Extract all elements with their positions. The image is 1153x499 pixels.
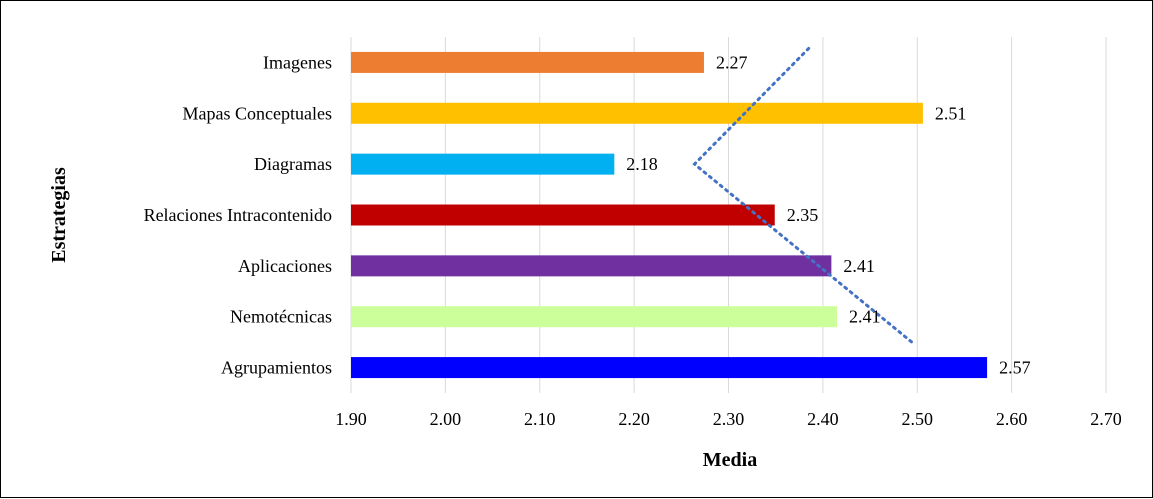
bar <box>351 153 615 175</box>
value-labels: 2.27 2.51 2.18 2.35 2.41 2.41 2.57 <box>626 52 1030 377</box>
category-labels: Imagenes Mapas Conceptuales Diagramas Relac… <box>144 52 332 377</box>
category-label: Mapas Conceptuales <box>183 103 332 123</box>
data-label: 2.57 <box>999 358 1031 378</box>
bar <box>351 51 704 73</box>
data-label: 2.27 <box>716 52 748 72</box>
x-tick-label: 2.20 <box>618 409 650 429</box>
x-axis-title: Media <box>703 449 757 471</box>
x-tick-label: 2.30 <box>713 409 745 429</box>
trendline <box>692 46 914 345</box>
x-tick-label: 2.10 <box>524 409 556 429</box>
data-label: 2.18 <box>626 154 658 174</box>
x-tick-label: 2.60 <box>996 409 1028 429</box>
data-label: 2.41 <box>843 256 875 276</box>
bar <box>351 357 988 379</box>
x-tick-label: 2.70 <box>1090 409 1122 429</box>
bar <box>351 255 832 277</box>
bar <box>351 102 923 124</box>
category-label: Nemotécnicas <box>230 307 332 327</box>
category-label: Agrupamientos <box>221 358 332 378</box>
y-axis-title: Estrategias <box>48 167 70 263</box>
bar <box>351 306 838 328</box>
data-label: 2.51 <box>935 103 967 123</box>
category-label: Imagenes <box>263 52 332 72</box>
x-tick-labels: 1.90 2.00 2.10 2.20 2.30 2.40 2.50 2.60 2.70 <box>335 409 1122 429</box>
category-label: Diagramas <box>254 154 332 174</box>
category-label: Relaciones Intracontenido <box>144 205 332 225</box>
x-tick-label: 1.90 <box>335 409 367 429</box>
x-tick-label: 2.00 <box>430 409 462 429</box>
bar <box>351 204 775 226</box>
x-tick-label: 2.40 <box>807 409 839 429</box>
data-label: 2.41 <box>849 307 881 327</box>
bars <box>351 51 988 379</box>
x-tick-label: 2.50 <box>902 409 934 429</box>
trendline-path <box>692 46 914 345</box>
data-label: 2.35 <box>787 205 819 225</box>
category-label: Aplicaciones <box>238 256 332 276</box>
